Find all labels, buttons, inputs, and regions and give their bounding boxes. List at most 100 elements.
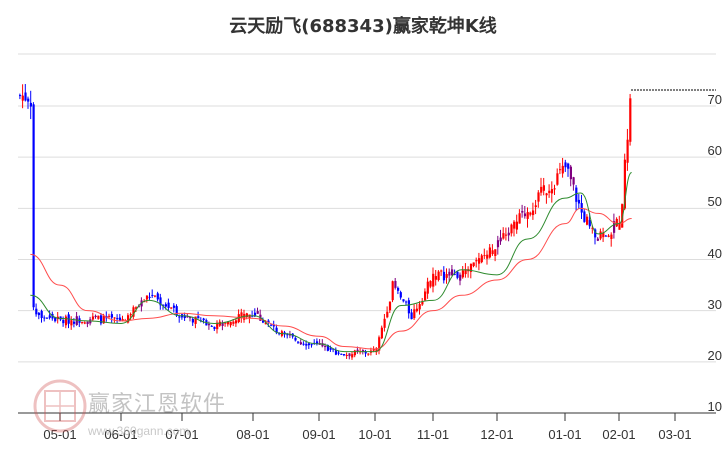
- candle: [410, 312, 413, 320]
- x-tick-03-01: 03-01: [658, 427, 692, 442]
- candle: [186, 316, 189, 318]
- candle: [440, 270, 443, 272]
- candle: [540, 186, 543, 193]
- candle: [175, 306, 178, 316]
- x-tick-01-01: 01-01: [548, 427, 582, 442]
- candle: [356, 349, 359, 352]
- candle: [542, 185, 545, 191]
- candle: [91, 316, 95, 320]
- candle: [191, 319, 194, 323]
- candle: [486, 254, 489, 259]
- x-tick-10-01: 10-01: [358, 427, 392, 442]
- candle: [461, 270, 464, 278]
- candle: [610, 234, 613, 239]
- x-tick-08-01: 08-01: [236, 427, 270, 442]
- candle: [94, 315, 97, 317]
- candle: [583, 211, 586, 222]
- candle: [586, 216, 589, 225]
- candle: [110, 314, 113, 318]
- x-axis-ticks: [59, 413, 676, 421]
- candle: [618, 222, 621, 230]
- candle: [499, 237, 502, 242]
- candle: [413, 309, 416, 319]
- candle: [445, 274, 448, 278]
- candle: [229, 321, 232, 326]
- candle: [505, 234, 508, 236]
- candle: [135, 307, 138, 310]
- candle: [545, 193, 548, 196]
- candle: [561, 165, 564, 174]
- candle: [81, 322, 84, 324]
- candle: [556, 173, 559, 185]
- y-tick-30: 30: [707, 297, 722, 312]
- candle: [367, 353, 370, 355]
- candle: [43, 317, 46, 319]
- candle: [405, 301, 408, 303]
- candle: [594, 229, 597, 238]
- candle: [469, 263, 473, 272]
- candle: [127, 315, 130, 323]
- candle: [421, 301, 424, 305]
- candle: [116, 317, 119, 320]
- candle: [302, 343, 305, 345]
- candle: [383, 318, 386, 328]
- candle: [294, 337, 297, 341]
- candle: [629, 98, 632, 142]
- candle: [572, 177, 575, 185]
- candle: [245, 313, 248, 317]
- candle: [35, 308, 38, 315]
- candle: [129, 314, 132, 316]
- candle: [270, 324, 273, 326]
- candle: [340, 353, 343, 355]
- candle: [48, 315, 51, 318]
- candle: [380, 327, 383, 339]
- candle: [235, 320, 238, 324]
- ma-long-line: [30, 207, 632, 350]
- candle: [70, 320, 73, 326]
- candle: [434, 276, 437, 280]
- candle: [607, 235, 610, 237]
- candle: [170, 307, 173, 309]
- candle: [375, 348, 378, 353]
- candle: [575, 187, 578, 202]
- candle: [202, 318, 205, 321]
- candle: [515, 221, 518, 230]
- candle: [97, 315, 100, 319]
- candle: [488, 247, 491, 258]
- x-tick-12-01: 12-01: [480, 427, 514, 442]
- candle: [164, 304, 167, 307]
- candle: [532, 210, 535, 216]
- candle: [345, 354, 348, 356]
- candle: [534, 205, 537, 208]
- candle: [432, 273, 435, 287]
- candle: [297, 341, 300, 343]
- candle: [491, 250, 494, 255]
- candle: [159, 297, 162, 306]
- x-tick-11-01: 11-01: [416, 427, 450, 442]
- candle: [588, 220, 591, 227]
- x-tick-06-01: 06-01: [104, 427, 138, 442]
- candle: [386, 311, 389, 318]
- candle: [19, 95, 22, 97]
- candle: [137, 306, 140, 308]
- candle: [580, 203, 583, 213]
- candle: [399, 292, 402, 298]
- candle: [442, 271, 446, 281]
- candle: [329, 347, 332, 350]
- candle: [24, 92, 27, 101]
- candle: [154, 295, 157, 297]
- candle: [521, 211, 524, 213]
- candle: [21, 95, 24, 101]
- candle: [394, 280, 397, 288]
- candle: [502, 233, 505, 239]
- candle: [310, 344, 313, 346]
- candle: [602, 232, 605, 238]
- candle: [559, 169, 562, 171]
- candle: [569, 166, 572, 180]
- candle: [388, 301, 392, 311]
- candle: [213, 326, 216, 330]
- candle: [577, 199, 581, 204]
- candle: [567, 163, 570, 169]
- candle: [494, 249, 497, 256]
- candle: [475, 260, 478, 262]
